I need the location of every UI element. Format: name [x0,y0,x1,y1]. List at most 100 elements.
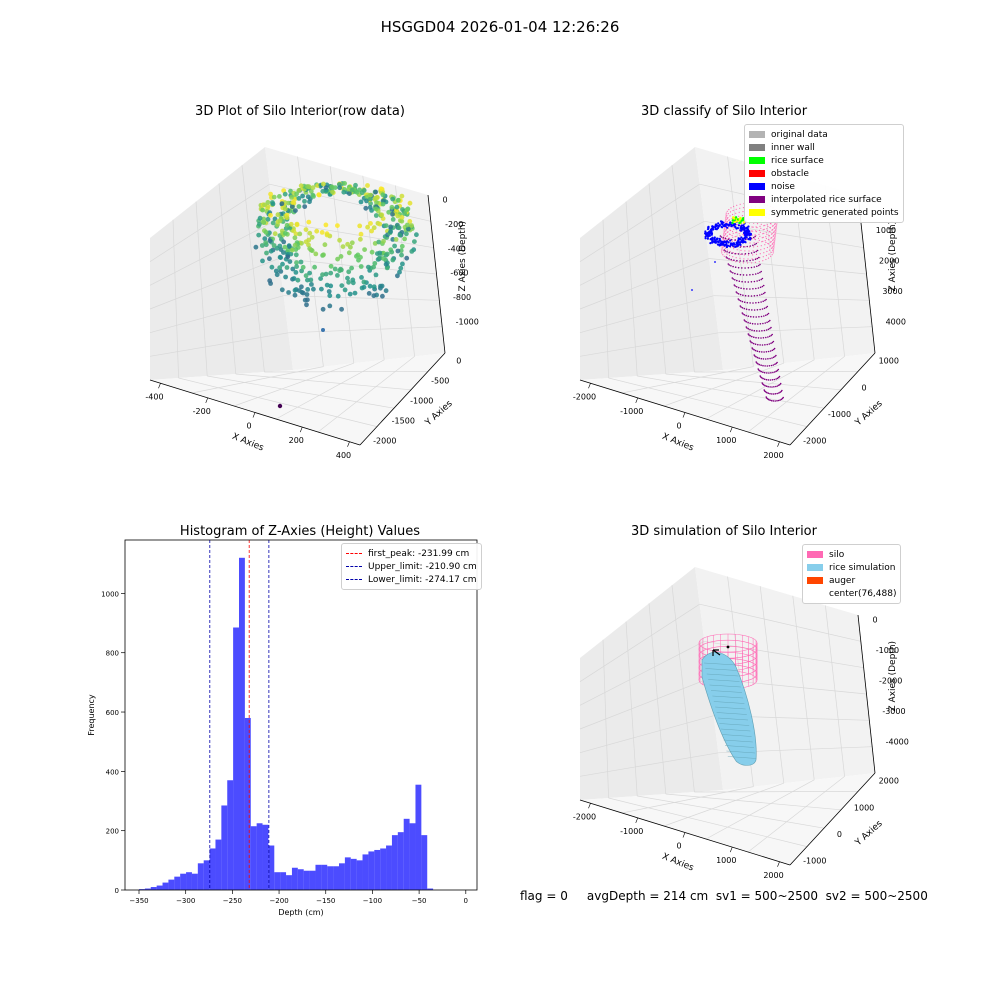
panel2-gridline [713,295,870,301]
panel1-point [326,289,332,294]
panel2-interp-point [766,321,768,324]
panel2-silo-point [768,239,770,241]
panel2-noise-point [745,230,748,233]
panel2-silo-point [773,231,775,233]
panel2-interp-point [730,265,732,267]
panel2-silo-point [735,232,737,234]
panel2-silo-point [750,230,753,232]
panel1-point [400,207,405,212]
panel2-interp-point [753,329,756,332]
panel2-interp-point [747,328,750,330]
panel1-point [409,249,415,254]
panel2-gridline [671,165,695,373]
histogram-bar [297,869,304,890]
histogram-vlines [209,540,270,890]
panel4-gridline [625,621,638,797]
panel2-silo-point [732,232,734,234]
panel2-interp-point [754,349,757,352]
panel2-silo-point [765,232,767,234]
panel1-point [277,194,282,199]
histogram-bar [368,851,375,890]
panel2-gridline [663,362,784,407]
panel2-interp-point [749,274,751,276]
panel2-interp-point [743,301,746,303]
panel2-interp-point [773,378,776,381]
panel2-silo-point [731,260,733,262]
panel2-interp-point [756,249,759,252]
panel1-point [308,277,314,283]
panel2-interp-point [767,328,770,331]
panel1-point [366,291,372,296]
legend-item-first-peak: first_peak: -231.99 cm [346,547,477,560]
panel2-interp-point [722,237,724,239]
panel1-point [320,306,326,312]
panel2-silo-point [765,254,767,257]
panel2-silo-point [771,247,773,249]
panel2-interp-point [749,328,751,331]
panel2-silo-point [768,249,771,251]
panel2-noise-point [747,225,750,228]
panel2-silo-point [757,237,760,239]
panel1-point [321,181,326,187]
panel4-x-tick [635,817,639,823]
panel2-pane-floor [580,353,875,445]
panel1-point [345,275,350,281]
panel2-silo-point [751,226,753,228]
histogram-bar [197,863,204,890]
panel2-interp-point [741,280,743,283]
panel1-point [371,284,377,290]
panel4-rice-mesh [720,728,751,732]
panel2-interp-point [776,400,778,402]
panel2-interp-point [741,300,744,303]
panel1-point [394,204,400,210]
histogram-bar [174,876,181,890]
panel2-interp-point [750,266,753,269]
panel2-silo-point [752,230,754,232]
panel1-point [355,252,361,258]
panel2-interp-point [762,300,764,303]
panel1-gridline [149,332,289,357]
panel1-point [283,230,288,236]
panel1-point [371,225,377,231]
panel2-silo-point [740,249,742,251]
panel2-noise-point [749,238,752,241]
panel2-interp-point [766,391,768,394]
panel1-gridline [317,356,415,433]
histogram-bar [280,872,287,890]
panel1-point [389,249,395,255]
panel2-interp-point [735,286,738,288]
histogram-bar [191,873,198,890]
histogram-bar [274,872,281,890]
panel2-noise-point [729,239,732,242]
panel1-point [409,223,414,228]
histogram-bar [397,832,404,890]
panel2-interp-point [763,315,765,317]
panel2-silo-point [754,261,757,263]
panel1-point [279,201,285,207]
panel2-noise-point [718,223,721,227]
panel1-point [307,246,313,251]
histogram-bar [168,879,175,890]
panel1-point [354,189,360,195]
panel2-interp-point [772,340,775,343]
panel2-silo-point [772,239,774,241]
legend-item-auger: auger [807,574,896,587]
panel1-point [383,223,389,228]
panel1-point [311,286,316,292]
panel2-silo-point [770,245,772,247]
panel1-point [312,264,317,270]
panel2-noise-point [734,245,737,248]
panel2-interp-point [726,251,728,253]
panel2-silo-point [762,256,764,258]
histogram-x-tick-label: 0 [464,897,468,905]
panel2-interp-point [776,385,779,387]
panel2-noise-point [726,226,729,229]
panel4-gridline [579,715,714,754]
panel2-silo-point [737,223,739,225]
panel2-interp-point [751,347,753,349]
panel2-noise-point [749,232,752,235]
panel2-noise-point [725,223,728,226]
panel4-rice-mesh [727,756,757,759]
panel1-point [330,189,335,195]
panel1-point [295,277,301,283]
